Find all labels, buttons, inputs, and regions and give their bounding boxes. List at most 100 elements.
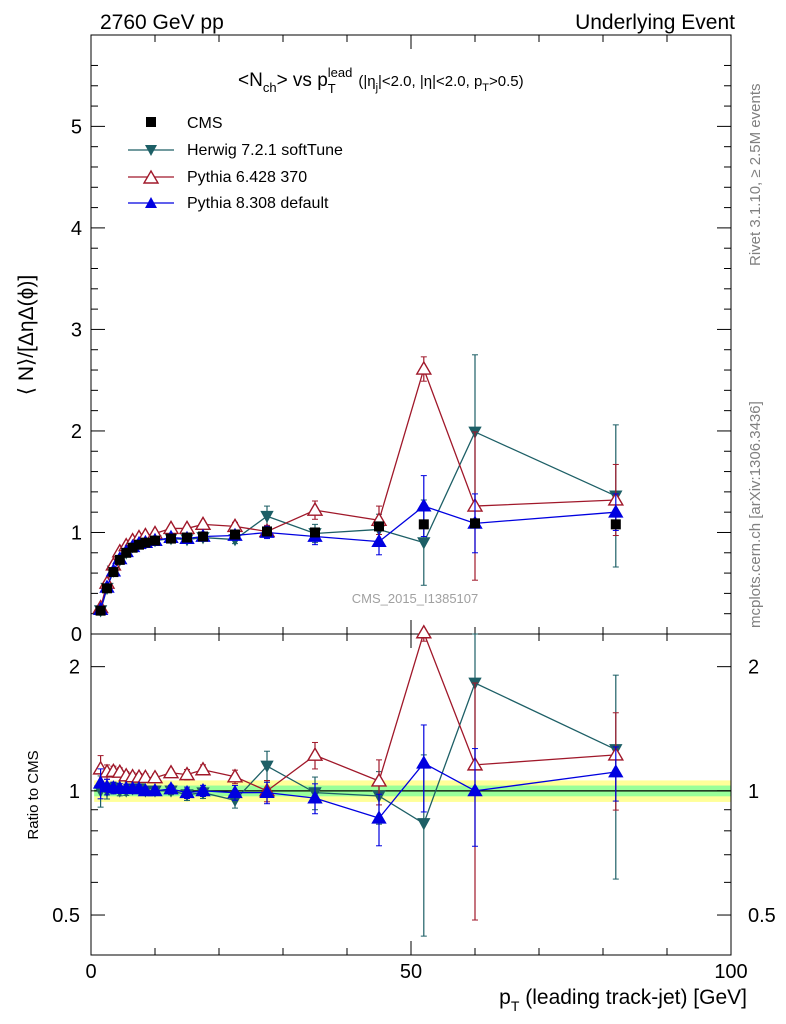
y-axis-title: ⟨ N⟩/[ΔηΔ(ϕ)] (15, 275, 38, 395)
title-cuts-sub-2: T (482, 82, 489, 94)
rivet-version-label: Rivet 3.1.10, ≥ 2.5M events (747, 84, 764, 267)
point-pythia8 (416, 498, 432, 512)
ratio-line-pythia6 (100, 630, 616, 792)
ratio-point-pythia8 (179, 784, 195, 799)
title-cuts: (|η (358, 73, 375, 90)
x-tick-label: 50 (400, 961, 422, 983)
point-pythia6 (306, 501, 324, 516)
plot-title: <Nch> vs pTlead(|ηj|<2.0, |η|<2.0, pT>0.… (238, 65, 524, 96)
y-tick-label: 3 (71, 319, 82, 341)
point-cms (127, 542, 138, 553)
point-cms (150, 535, 160, 546)
legend-entry-pythia6: Pythia 6.428 370 (128, 169, 307, 186)
point-cms (374, 521, 384, 532)
legend-entry-pythia8: Pythia 8.308 default (128, 195, 329, 212)
ratio-point-pythia8 (259, 784, 275, 799)
point-cms (182, 532, 192, 543)
ratio-point-pythia6 (306, 746, 324, 761)
ratio-point-pythia6 (415, 624, 433, 639)
mcplots-label: mcplots.cern.ch [arXiv:1306.3436] (747, 401, 764, 628)
title-n-sub: ch (263, 80, 277, 95)
ratio-tick-label-left: 0.5 (52, 905, 80, 927)
x-axis-title: pT (leading track-jet) [GeV] (499, 986, 747, 1014)
collision-label: 2760 GeV pp (100, 11, 224, 34)
ratio-point-pythia6 (162, 764, 180, 779)
x-tick-label: 100 (714, 961, 747, 983)
y-tick-label: 0 (71, 624, 82, 646)
ratio-point-pythia8 (307, 790, 323, 804)
series-line-pythia6 (99, 366, 616, 608)
analysis-label: Underlying Event (575, 11, 735, 34)
ratio-point-herwig (260, 760, 274, 773)
ratio-tick-label-right: 2 (748, 657, 759, 679)
ratio-point-pythia8 (467, 783, 483, 797)
point-cms (108, 567, 119, 578)
title-vs: > vs p (277, 70, 328, 91)
ratio-point-pythia8 (371, 810, 387, 824)
ratio-tick-label-left: 1 (69, 781, 80, 803)
point-herwig (417, 537, 431, 550)
ratio-y-axis-title: Ratio to CMS (25, 750, 42, 839)
title-cuts-2: |<2.0, |η|<2.0, p (378, 73, 482, 90)
point-cms (102, 583, 112, 594)
point-cms (262, 526, 272, 537)
legend-label-herwig: Herwig 7.2.1 softTune (187, 142, 343, 159)
point-herwig (260, 510, 274, 524)
x-tick-label: 0 (85, 961, 96, 983)
ratio-point-pythia6 (194, 761, 212, 776)
point-cms (230, 529, 240, 540)
analysis-watermark: CMS_2015_I1385107 (352, 591, 479, 606)
y-tick-label: 2 (71, 421, 82, 443)
point-cms (418, 519, 429, 530)
title-n: <N (238, 70, 263, 91)
legend-label-pythia6: Pythia 6.428 370 (187, 169, 307, 186)
y-tick-label: 5 (71, 116, 82, 138)
legend-marker-pythia6 (142, 169, 160, 184)
legend-label-cms: CMS (187, 115, 223, 132)
ratio-point-pythia6 (146, 769, 164, 784)
ratio-point-pythia6 (226, 768, 244, 783)
legend-marker-pythia8 (145, 197, 157, 208)
point-pythia8 (371, 533, 387, 548)
point-cms (121, 547, 132, 558)
ratio-tick-label-right: 1 (748, 781, 759, 803)
ratio-point-pythia8 (227, 784, 243, 799)
title-cuts-sub: j (375, 82, 378, 94)
point-cms (95, 605, 106, 616)
point-cms (166, 533, 176, 544)
legend-entry-herwig: Herwig 7.2.1 softTune (128, 142, 343, 159)
main-panel: 0 1 2 3 4 5 (71, 34, 732, 646)
point-cms (198, 531, 208, 542)
title-p-sub: T (328, 81, 336, 96)
ratio-point-pythia8 (416, 755, 432, 769)
y-tick-label: 4 (71, 218, 82, 240)
ratio-point-pythia6 (178, 766, 196, 781)
point-cms (610, 519, 621, 530)
point-cms (134, 539, 144, 550)
y-tick-label: 1 (71, 522, 82, 544)
legend: CMS Herwig 7.2.1 softTune Pythia 6.428 3… (128, 115, 343, 212)
title-cuts-3: >0.5) (489, 73, 524, 90)
point-pythia6 (415, 360, 433, 375)
ratio-line-herwig (100, 682, 617, 825)
x-title-sub: T (511, 998, 520, 1014)
series-line-herwig (99, 431, 617, 611)
title-p-sup: lead (328, 65, 353, 80)
ratio-point-pythia6 (370, 772, 388, 787)
ratio-point-herwig (417, 818, 431, 831)
ratio-point-pythia8 (163, 781, 179, 795)
x-title-p: p (499, 986, 511, 1009)
legend-label-pythia8: Pythia 8.308 default (187, 195, 329, 212)
legend-marker-cms (146, 117, 156, 127)
ratio-tick-label-right: 0.5 (748, 905, 776, 927)
ratio-point-pythia8 (195, 783, 211, 797)
ratio-point-pythia8 (137, 783, 154, 797)
point-cms (114, 554, 125, 565)
point-pythia6 (194, 515, 212, 531)
ratio-point-pythia6 (137, 769, 154, 784)
legend-entry-cms: CMS (146, 115, 223, 132)
legend-marker-herwig (145, 145, 157, 156)
ratio-tick-label-left: 2 (69, 657, 80, 679)
point-cms (310, 527, 320, 538)
